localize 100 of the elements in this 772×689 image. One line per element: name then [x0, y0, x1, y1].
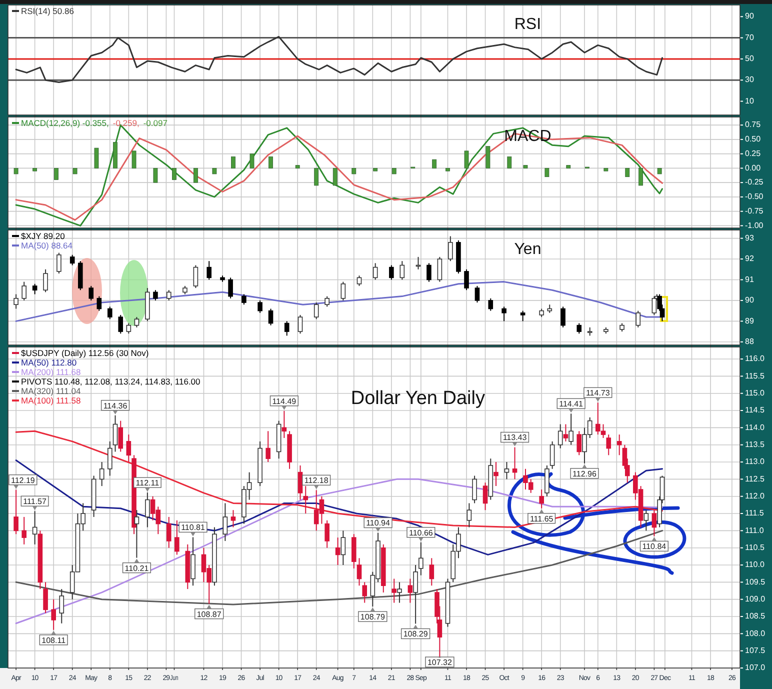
candlestick — [134, 316, 140, 328]
y-tick-label: 0.00 — [745, 163, 762, 172]
candlestick — [303, 486, 308, 514]
annotation: 110.66 — [408, 528, 434, 538]
legend-label: MA(50) 112.80 — [21, 358, 77, 368]
y-tick-label: 91 — [745, 274, 754, 284]
y-tick-label: 30 — [745, 75, 754, 84]
annotation: 108.11 — [42, 636, 66, 645]
annotation: 112.18 — [304, 476, 329, 486]
legend-label: $XJY 89.20 — [21, 231, 66, 241]
bar — [432, 159, 437, 168]
y-tick-label: 107.0 — [745, 663, 766, 672]
legend-label: MA(200) 111.68 — [21, 367, 81, 377]
bar — [638, 168, 643, 186]
candlestick — [107, 306, 112, 320]
candlestick — [56, 252, 62, 274]
candlestick — [512, 446, 518, 480]
y-tick-label: 50 — [745, 54, 754, 64]
y-tick-label: 111.5 — [745, 508, 764, 518]
y-tick-label: 108.5 — [745, 612, 766, 621]
candlestick — [228, 277, 233, 299]
line-series — [15, 36, 663, 83]
legend-label: $USDJPY (Daily) 112.56 (30 Nov) — [21, 348, 149, 358]
candlestick — [14, 489, 18, 535]
candlestick — [298, 464, 303, 500]
annotation: 110.81 — [181, 523, 206, 532]
annotation: 114.36 — [103, 401, 128, 410]
bar — [14, 168, 18, 174]
candlestick — [174, 520, 180, 556]
candlestick — [145, 492, 150, 528]
candlestick — [652, 296, 657, 316]
candlestick — [126, 322, 132, 334]
candlestick — [88, 285, 94, 301]
annotation: 110.84 — [642, 542, 667, 552]
candlestick — [408, 578, 413, 604]
y-tick-label: 115.5 — [745, 371, 765, 380]
candlestick — [563, 424, 568, 442]
candlestick — [99, 462, 104, 487]
y-tick-label: 0.50 — [745, 134, 762, 144]
annotation: 114.73 — [586, 388, 610, 398]
candlestick — [43, 582, 48, 614]
legend-label: RSI(14) 50.86 — [21, 6, 74, 16]
bar — [193, 168, 198, 183]
bar — [392, 168, 396, 174]
candlestick — [560, 306, 566, 328]
candlestick — [340, 281, 346, 301]
bar — [212, 168, 217, 174]
bar — [172, 168, 176, 180]
candlestick — [298, 314, 303, 334]
candlestick — [335, 537, 340, 566]
bar — [314, 168, 319, 186]
candlestick — [153, 290, 158, 301]
y-tick-label: 88 — [745, 337, 754, 346]
bar — [544, 168, 550, 178]
y-tick-label: 116.0 — [745, 354, 765, 364]
candlestick — [392, 578, 397, 604]
text: -0.097 — [143, 118, 168, 128]
bar — [231, 156, 236, 168]
y-tick-label: 108.0 — [745, 628, 766, 638]
candlestick — [166, 516, 172, 548]
candlestick — [356, 275, 362, 286]
annotation: 113.43 — [502, 433, 528, 442]
candlestick — [576, 430, 582, 456]
candlestick — [324, 296, 330, 308]
candlestick — [222, 502, 228, 542]
legend-label: MA(50) 88.64 — [21, 240, 73, 250]
candlestick — [474, 285, 480, 304]
y-tick-label: -0.50 — [745, 192, 764, 202]
y-tick-label: 112.5 — [745, 474, 765, 484]
annotation: 112.96 — [572, 469, 597, 478]
bar — [625, 168, 630, 178]
candlestick — [96, 296, 102, 312]
candlestick — [397, 582, 402, 604]
candlestick — [437, 256, 442, 282]
y-tick-label: 0.25 — [745, 148, 762, 158]
candlestick — [558, 424, 563, 449]
candlestick — [22, 281, 26, 301]
candlestick — [59, 588, 64, 624]
annotation: 114.41 — [559, 400, 584, 409]
candlestick — [107, 440, 112, 476]
y-tick-label: 114.5 — [745, 406, 765, 415]
y-tick-label: -0.75 — [745, 206, 764, 216]
candlestick — [652, 510, 657, 537]
y-tick-label: 93 — [745, 233, 754, 242]
candlestick — [448, 236, 453, 262]
candlestick — [282, 410, 287, 438]
y-tick-label: 113.0 — [745, 457, 765, 466]
candlestick — [413, 564, 418, 624]
candlestick — [372, 262, 378, 280]
candlestick — [51, 598, 56, 630]
annotation: 110.94 — [366, 518, 391, 528]
bar — [332, 168, 338, 186]
bar — [94, 148, 99, 168]
candlestick — [400, 260, 405, 280]
legend-label: MACD(12,26,9) -0.355, — [21, 118, 109, 128]
bar — [32, 168, 38, 172]
candlestick — [340, 530, 346, 566]
bar — [113, 142, 118, 168]
annotation: 112.11 — [136, 478, 160, 488]
candlestick — [389, 264, 394, 280]
